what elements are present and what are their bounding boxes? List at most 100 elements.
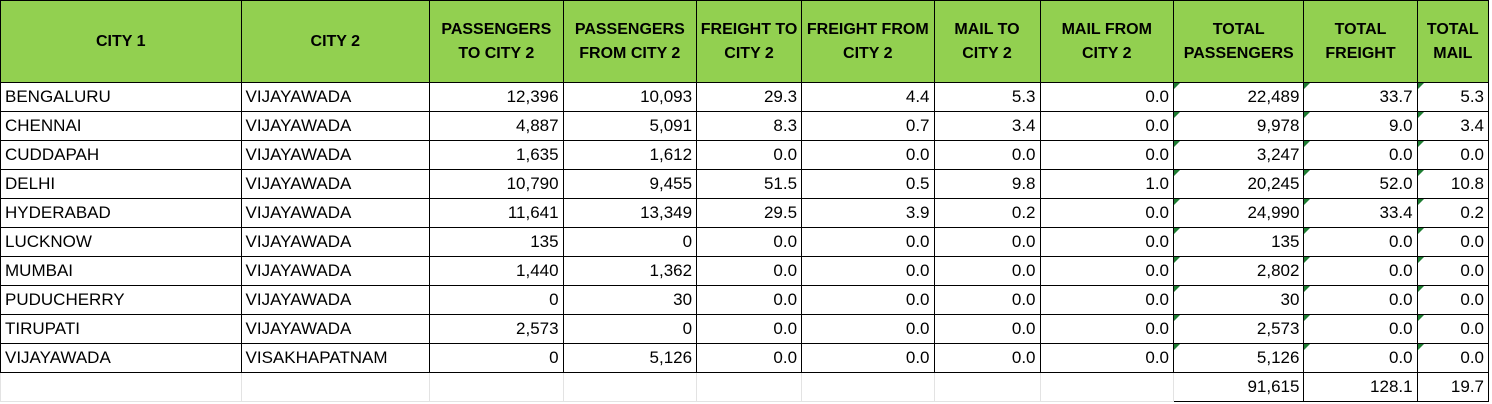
table-cell[interactable]: 22,489 (1172, 82, 1305, 112)
table-cell[interactable]: 0.0 (933, 140, 1041, 170)
empty-cell[interactable] (933, 372, 1041, 402)
table-cell[interactable]: 0.0 (1416, 314, 1490, 344)
table-cell[interactable]: 0.0 (1039, 140, 1174, 170)
table-cell[interactable]: 0.0 (933, 256, 1041, 286)
table-cell[interactable]: 0.0 (801, 314, 935, 344)
table-cell[interactable]: 0.2 (1416, 198, 1490, 228)
table-cell[interactable]: 20,245 (1172, 169, 1305, 199)
table-cell[interactable]: 29.3 (696, 82, 803, 112)
table-cell[interactable]: VIJAYAWADA (240, 314, 431, 344)
table-cell[interactable]: 0.7 (801, 111, 935, 141)
table-cell[interactable]: 30 (1172, 285, 1305, 315)
table-cell[interactable]: 1,635 (429, 140, 564, 170)
table-cell[interactable]: TIRUPATI (0, 314, 242, 344)
table-cell[interactable]: 5.3 (933, 82, 1041, 112)
table-cell[interactable]: 24,990 (1172, 198, 1305, 228)
table-cell[interactable]: VIJAYAWADA (240, 285, 431, 315)
table-cell[interactable]: 0.0 (1303, 227, 1418, 257)
table-cell[interactable]: 0.0 (1039, 82, 1174, 112)
table-cell[interactable]: 0.0 (1039, 314, 1174, 344)
table-cell[interactable]: 30 (562, 285, 698, 315)
table-cell[interactable]: 0.0 (1039, 227, 1174, 257)
table-cell[interactable]: 0 (562, 227, 698, 257)
table-cell[interactable]: LUCKNOW (0, 227, 242, 257)
column-header[interactable]: MAIL TO CITY 2 (933, 0, 1041, 83)
table-cell[interactable]: 1.0 (1039, 169, 1174, 199)
column-header[interactable]: CITY 2 (240, 0, 431, 83)
table-cell[interactable]: 3.4 (1416, 111, 1490, 141)
empty-cell[interactable] (801, 372, 935, 402)
table-cell[interactable]: 52.0 (1303, 169, 1418, 199)
table-cell[interactable]: 9.8 (933, 169, 1041, 199)
total-cell[interactable]: 128.1 (1303, 372, 1418, 402)
table-cell[interactable]: 0.0 (1039, 256, 1174, 286)
table-cell[interactable]: 0.0 (696, 285, 803, 315)
table-cell[interactable]: 0.0 (1416, 343, 1490, 373)
empty-cell[interactable] (562, 372, 698, 402)
table-cell[interactable]: 0.0 (696, 227, 803, 257)
table-cell[interactable]: DELHI (0, 169, 242, 199)
table-cell[interactable]: 135 (429, 227, 564, 257)
table-cell[interactable]: 135 (1172, 227, 1305, 257)
table-cell[interactable]: 9.0 (1303, 111, 1418, 141)
table-cell[interactable]: 0.0 (933, 227, 1041, 257)
table-cell[interactable]: VIJAYAWADA (240, 198, 431, 228)
table-cell[interactable]: 0.0 (696, 314, 803, 344)
table-cell[interactable]: 3.4 (933, 111, 1041, 141)
table-cell[interactable]: 5.3 (1416, 82, 1490, 112)
table-cell[interactable]: 0.0 (696, 140, 803, 170)
table-cell[interactable]: 0.0 (1303, 256, 1418, 286)
empty-cell[interactable] (0, 372, 242, 402)
table-cell[interactable]: 5,091 (562, 111, 698, 141)
table-cell[interactable]: 11,641 (429, 198, 564, 228)
column-header[interactable]: TOTAL FREIGHT (1303, 0, 1418, 83)
table-cell[interactable]: 10.8 (1416, 169, 1490, 199)
table-cell[interactable]: 0.0 (801, 227, 935, 257)
table-cell[interactable]: 9,978 (1172, 111, 1305, 141)
table-cell[interactable]: 0.0 (933, 285, 1041, 315)
table-cell[interactable]: 0.0 (1039, 343, 1174, 373)
table-cell[interactable]: 0.0 (1416, 256, 1490, 286)
table-cell[interactable]: 0.0 (933, 343, 1041, 373)
table-cell[interactable]: 2,573 (429, 314, 564, 344)
table-cell[interactable]: 29.5 (696, 198, 803, 228)
table-cell[interactable]: 0 (429, 343, 564, 373)
column-header[interactable]: CITY 1 (0, 0, 242, 83)
table-cell[interactable]: 0.0 (1039, 285, 1174, 315)
table-cell[interactable]: 0.0 (1416, 140, 1490, 170)
table-cell[interactable]: 1,612 (562, 140, 698, 170)
table-cell[interactable]: 33.4 (1303, 198, 1418, 228)
table-cell[interactable]: 0.0 (1303, 285, 1418, 315)
column-header[interactable]: PASSENGERS FROM CITY 2 (562, 0, 698, 83)
table-cell[interactable]: 10,790 (429, 169, 564, 199)
table-cell[interactable]: 0.0 (1303, 343, 1418, 373)
table-cell[interactable]: 0.0 (1416, 227, 1490, 257)
table-cell[interactable]: 33.7 (1303, 82, 1418, 112)
column-header[interactable]: MAIL FROM CITY 2 (1039, 0, 1174, 83)
table-cell[interactable]: VIJAYAWADA (240, 82, 431, 112)
table-cell[interactable]: 2,573 (1172, 314, 1305, 344)
table-cell[interactable]: 0.0 (696, 343, 803, 373)
column-header[interactable]: TOTAL PASSENGERS (1172, 0, 1305, 83)
table-cell[interactable]: MUMBAI (0, 256, 242, 286)
table-cell[interactable]: HYDERABAD (0, 198, 242, 228)
table-cell[interactable]: 0.0 (1039, 198, 1174, 228)
column-header[interactable]: PASSENGERS TO CITY 2 (429, 0, 564, 83)
table-cell[interactable]: 0.0 (1303, 140, 1418, 170)
table-cell[interactable]: 0.0 (1416, 285, 1490, 315)
table-cell[interactable]: 0.2 (933, 198, 1041, 228)
table-cell[interactable]: VISAKHAPATNAM (240, 343, 431, 373)
column-header[interactable]: TOTAL MAIL (1416, 0, 1490, 83)
table-cell[interactable]: 9,455 (562, 169, 698, 199)
table-cell[interactable]: 0.5 (801, 169, 935, 199)
table-cell[interactable]: 4.4 (801, 82, 935, 112)
empty-cell[interactable] (1039, 372, 1174, 402)
table-cell[interactable]: PUDUCHERRY (0, 285, 242, 315)
table-cell[interactable]: 0.0 (801, 256, 935, 286)
table-cell[interactable]: 0.0 (1039, 111, 1174, 141)
table-cell[interactable]: BENGALURU (0, 82, 242, 112)
table-cell[interactable]: VIJAYAWADA (240, 169, 431, 199)
table-cell[interactable]: 0.0 (801, 285, 935, 315)
table-cell[interactable]: 1,362 (562, 256, 698, 286)
table-cell[interactable]: 0 (429, 285, 564, 315)
